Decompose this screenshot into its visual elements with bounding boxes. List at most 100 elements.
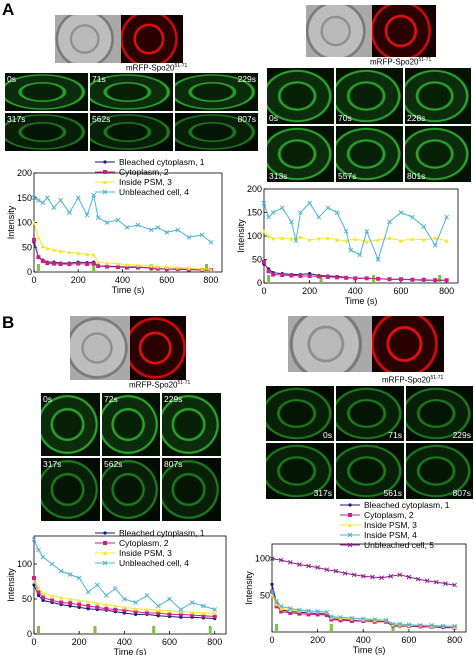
data-point <box>375 257 381 262</box>
data-point <box>116 265 121 270</box>
data-point <box>41 591 46 596</box>
data-point <box>387 219 392 225</box>
data-point <box>155 225 161 230</box>
data-point <box>306 609 311 614</box>
data-point <box>316 214 322 220</box>
brightfield-image <box>70 316 130 380</box>
data-point <box>351 572 357 578</box>
data-point <box>76 261 81 266</box>
data-point <box>32 576 36 580</box>
data-point <box>190 610 195 615</box>
data-point <box>269 556 275 562</box>
data-point <box>343 228 349 234</box>
timelapse-frame: 562s <box>89 112 174 152</box>
data-point <box>452 624 457 629</box>
data-point <box>95 215 101 220</box>
data-point <box>208 239 214 245</box>
figure-caption: mRFP-Spo2051-71 <box>370 57 432 67</box>
series-line <box>33 193 212 243</box>
data-point <box>175 227 181 233</box>
data-point <box>45 261 50 266</box>
data-point <box>278 557 284 563</box>
x-tick-label: 800 <box>439 286 454 296</box>
panel-letter-a: A <box>2 0 15 19</box>
data-point <box>440 623 446 629</box>
data-point <box>96 264 101 269</box>
timelapse-frame: 807s <box>405 442 474 500</box>
data-point <box>335 275 340 280</box>
data-point <box>32 583 36 587</box>
data-point <box>306 563 311 569</box>
data-point <box>297 607 302 613</box>
data-point <box>266 214 271 220</box>
data-point <box>124 265 129 270</box>
data-point <box>297 611 302 616</box>
data-point <box>406 574 412 580</box>
data-point <box>297 562 302 567</box>
data-point <box>36 586 41 591</box>
timelapse-frame: 0s <box>40 392 101 457</box>
legend-label: Inside PSM, 3 <box>119 177 172 187</box>
data-point <box>287 559 293 565</box>
data-point <box>124 262 129 267</box>
timelapse-frame: 71s <box>89 72 174 112</box>
data-point <box>376 276 381 281</box>
data-point <box>406 623 411 628</box>
bleach-marker <box>319 275 323 283</box>
data-point <box>36 593 41 598</box>
data-point <box>189 600 195 605</box>
data-point <box>349 616 354 621</box>
data-point <box>279 609 284 614</box>
data-point <box>104 261 109 266</box>
data-point <box>50 598 55 603</box>
data-point <box>364 228 370 234</box>
data-point <box>287 606 293 611</box>
data-point <box>388 573 394 579</box>
data-point <box>271 272 276 277</box>
data-point <box>200 267 205 272</box>
legend-label: Bleached cytoplasm, 1 <box>119 157 205 167</box>
data-point <box>433 278 438 283</box>
legend-label: Cytoplasm, 2 <box>364 510 414 520</box>
data-point <box>421 224 427 229</box>
data-point <box>76 575 82 581</box>
data-point <box>306 612 311 617</box>
x-tick-label: 400 <box>115 275 130 285</box>
data-point <box>121 596 127 602</box>
data-point <box>266 234 271 238</box>
data-point <box>444 214 449 220</box>
data-point <box>77 602 82 607</box>
data-point <box>262 229 266 234</box>
data-point <box>104 264 109 269</box>
timelapse-frame: 807s <box>174 112 259 152</box>
data-point <box>280 235 285 240</box>
data-point <box>178 612 183 617</box>
timelapse-frame: 228s <box>404 67 472 125</box>
data-point <box>59 600 64 605</box>
data-point <box>452 582 457 588</box>
data-point <box>344 275 349 280</box>
data-point <box>364 239 369 244</box>
figure-caption: mRFP-Spo2051-71 <box>126 63 188 73</box>
bleach-marker <box>152 626 156 634</box>
y-tick-label: 50 <box>22 594 32 604</box>
data-point <box>315 609 321 614</box>
bleach-marker <box>36 264 40 272</box>
data-point <box>167 608 172 613</box>
data-point <box>155 264 160 269</box>
data-point <box>344 238 349 243</box>
data-point <box>421 237 426 242</box>
data-point <box>68 601 73 606</box>
data-point <box>91 252 96 257</box>
y-axis-label: Intensity <box>236 219 246 253</box>
data-point <box>279 205 285 211</box>
data-point <box>417 623 423 628</box>
bleach-marker <box>93 626 97 634</box>
data-point <box>353 236 358 241</box>
data-point <box>390 622 395 627</box>
data-point <box>397 622 402 627</box>
y-tick-label: 50 <box>22 242 32 252</box>
data-point <box>397 572 403 578</box>
data-point <box>270 582 274 586</box>
red-fluorescence-image <box>130 316 186 380</box>
